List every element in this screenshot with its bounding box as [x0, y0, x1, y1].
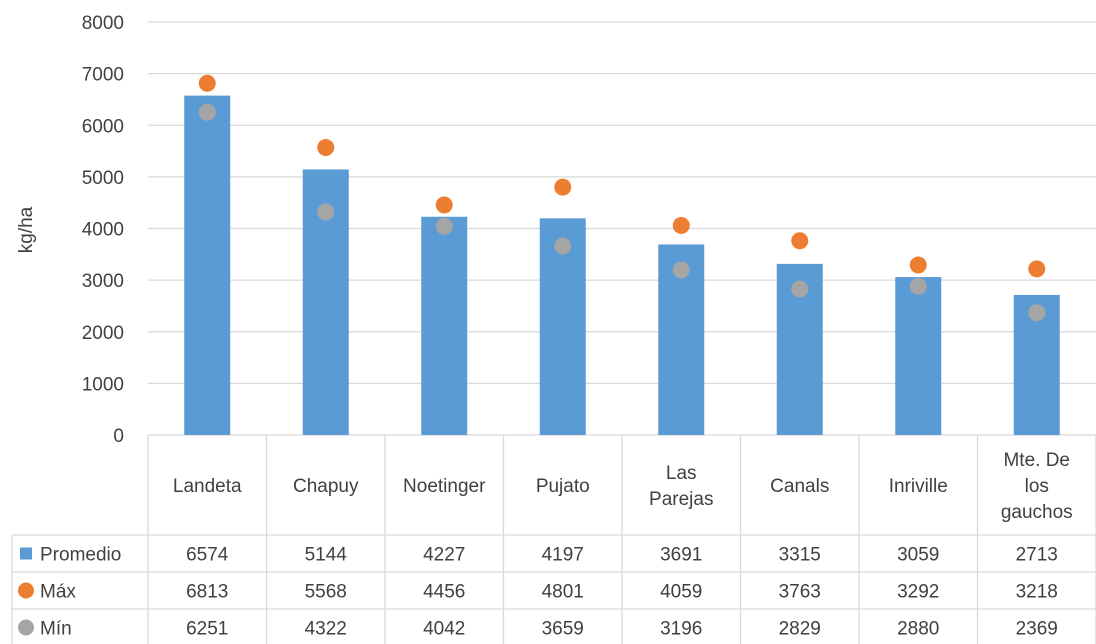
marker-max	[198, 74, 216, 92]
legend-key-max	[18, 582, 34, 599]
y-tick-label: 8000	[82, 13, 124, 34]
table-cell-promedio: 5144	[305, 545, 348, 566]
table-cell-max: 5568	[305, 582, 347, 603]
y-tick-label: 7000	[82, 65, 124, 86]
y-tick-label: 0	[113, 426, 124, 447]
bar	[895, 277, 942, 435]
legend-key-promedio	[20, 547, 32, 560]
y-tick-label: 1000	[82, 374, 124, 395]
marker-max	[1028, 260, 1046, 278]
legend-key-min	[18, 619, 34, 636]
category-label: Landeta	[173, 476, 242, 497]
table-cell-min: 3659	[542, 619, 584, 640]
table-cell-min: 2369	[1016, 619, 1058, 640]
category-label: Pujato	[536, 476, 590, 497]
table-cell-max: 4059	[660, 582, 702, 603]
category-label: Las Parejas	[649, 463, 713, 510]
table-cell-min: 6251	[186, 619, 228, 640]
gridlines	[148, 21, 1096, 436]
table-cell-max: 3218	[1016, 582, 1058, 603]
table-cell-max: 4801	[542, 582, 584, 603]
category-label: Mte. De los gauchos	[1001, 450, 1073, 523]
table-cell-promedio: 6574	[186, 545, 229, 566]
marker-min	[198, 103, 216, 121]
category-label: Noetinger	[403, 476, 486, 497]
category-label: Chapuy	[293, 476, 359, 497]
legend-label-max: Máx	[40, 582, 76, 603]
table-cell-max: 6813	[186, 582, 228, 603]
table-cell-max: 3292	[897, 582, 939, 603]
table-cell-min: 3196	[660, 619, 702, 640]
table-cell-promedio: 3059	[897, 545, 939, 566]
table-cell-max: 3763	[779, 582, 821, 603]
legend-label-min: Mín	[40, 619, 72, 640]
bar	[184, 95, 231, 435]
table-cell-promedio: 3315	[779, 545, 821, 566]
marker-min	[317, 203, 335, 221]
marker-max	[909, 256, 927, 274]
marker-max	[317, 139, 335, 157]
category-label: Inriville	[889, 476, 948, 497]
table-cell-promedio: 4197	[542, 545, 584, 566]
table-cell-max: 4456	[423, 582, 465, 603]
marker-min	[672, 261, 690, 279]
bar	[421, 216, 468, 435]
table-cell-min: 4042	[423, 619, 465, 640]
marker-min	[554, 237, 572, 255]
table-cell-min: 2880	[897, 619, 939, 640]
y-axis-label: kg/ha	[16, 206, 37, 253]
marker-min	[791, 280, 809, 298]
y-tick-label: 3000	[82, 271, 124, 292]
table-cell-promedio: 3691	[660, 545, 702, 566]
marker-min	[435, 217, 453, 235]
marker-min	[909, 277, 927, 295]
table-cell-min: 4322	[305, 619, 347, 640]
y-tick-label: 5000	[82, 168, 124, 189]
legend-label-promedio: Promedio	[40, 545, 121, 566]
table-cell-promedio: 4227	[423, 545, 465, 566]
marker-series	[198, 74, 1046, 322]
y-tick-label: 6000	[82, 116, 124, 137]
table-cell-min: 2829	[779, 619, 821, 640]
marker-max	[554, 178, 572, 196]
bar-series-promedio	[184, 95, 1060, 436]
y-tick-label: 4000	[82, 220, 124, 241]
marker-max	[435, 196, 453, 214]
marker-max	[672, 216, 690, 234]
data-table: Landeta Chapuy Noetinger Pujato Las Parejas Ca…	[11, 435, 1096, 644]
marker-min	[1028, 304, 1046, 322]
y-tick-label: 2000	[82, 323, 124, 344]
table-cell-promedio: 2713	[1016, 545, 1058, 566]
y-axis: 0 1000 2000 3000 4000 5000 6000 7000 8000	[82, 13, 124, 447]
category-label: Canals	[770, 476, 829, 497]
marker-max	[791, 232, 809, 250]
